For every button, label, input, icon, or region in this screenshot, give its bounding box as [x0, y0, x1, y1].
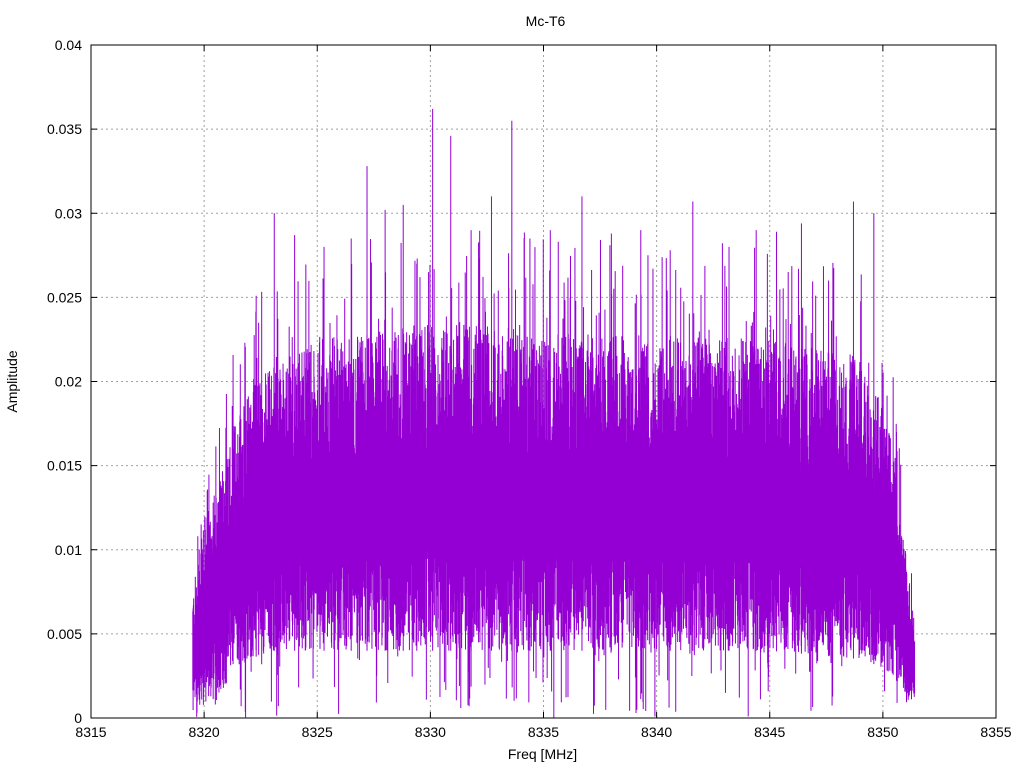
- y-tick-label: 0.02: [55, 374, 82, 390]
- spectrum-core-band: [192, 447, 915, 718]
- plot-area: [192, 108, 916, 718]
- ticks: [90, 44, 997, 719]
- y-tick-label: 0.04: [55, 37, 82, 53]
- x-tick-label: 8355: [980, 724, 1011, 740]
- x-tick-label: 8315: [75, 724, 106, 740]
- x-tick-label: 8325: [302, 724, 333, 740]
- y-tick-label: 0.015: [47, 458, 82, 474]
- y-tick-label: 0: [74, 710, 82, 726]
- x-tick-label: 8340: [641, 724, 672, 740]
- x-tick-labels: 8315 8320 8325 8330 8335 8340 8345 8350 8355: [75, 724, 1011, 740]
- x-axis-label: Freq [MHz]: [508, 746, 577, 762]
- y-axis-label: Amplitude: [4, 350, 20, 412]
- y-tick-label: 0.025: [47, 289, 82, 305]
- y-tick-label: 0.03: [55, 205, 82, 221]
- y-tick-label: 0.005: [47, 626, 82, 642]
- y-tick-labels: 0 0.005 0.01 0.015 0.02 0.025 0.03 0.035 0.04: [47, 37, 82, 726]
- chart-title: Mc-T6: [526, 13, 566, 29]
- x-tick-label: 8320: [189, 724, 220, 740]
- x-tick-label: 8345: [754, 724, 785, 740]
- x-tick-label: 8335: [528, 724, 559, 740]
- x-tick-label: 8350: [867, 724, 898, 740]
- y-tick-label: 0.035: [47, 121, 82, 137]
- x-tick-label: 8330: [415, 724, 446, 740]
- y-tick-label: 0.01: [55, 542, 82, 558]
